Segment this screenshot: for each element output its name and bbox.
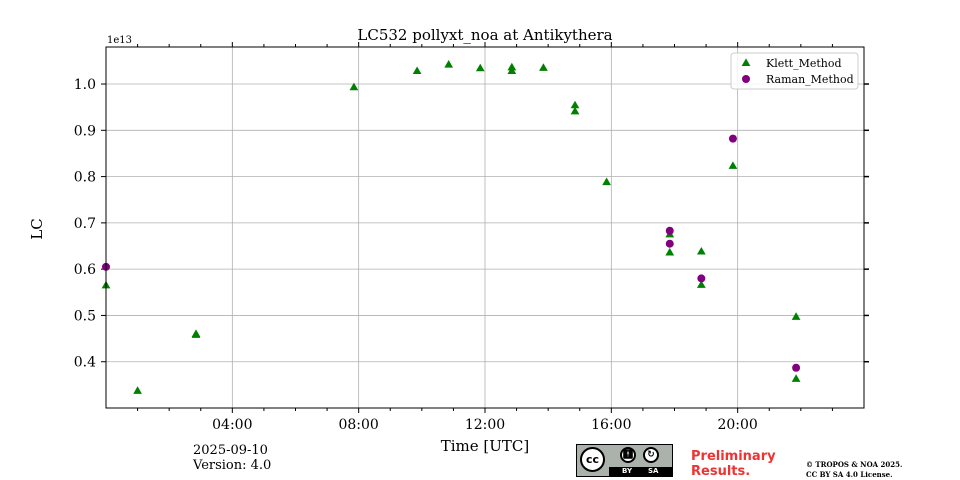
x-tick-label: 20:00 <box>717 417 757 433</box>
y-tick-label: 1.0 <box>74 77 96 93</box>
cc-strip: BY SA <box>609 467 672 476</box>
klett-point <box>191 329 201 337</box>
klett-point <box>349 82 359 91</box>
legend: Klett_Method Raman_Method <box>730 52 859 90</box>
date-version-block: 2025-09-10 Version: 4.0 <box>193 443 271 473</box>
chart-title: LC532 pollyxt_noa at Antikythera <box>357 26 613 44</box>
legend-box <box>730 52 859 90</box>
legend-label: Klett_Method <box>766 57 842 70</box>
copyright-line-1: © TROPOS & NOA 2025. <box>806 460 903 469</box>
y-tick-label: 0.7 <box>74 216 96 232</box>
klett-point <box>728 161 738 169</box>
klett-point <box>791 312 801 320</box>
y-tick-label: 0.8 <box>74 170 96 186</box>
version-text: Version: 4.0 <box>193 458 272 473</box>
by-person-icon: 🚹︎ <box>620 447 636 463</box>
cc-sa-label: SA <box>648 467 659 475</box>
y-tick-label: 0.9 <box>74 123 96 139</box>
klett-point <box>791 374 801 382</box>
klett-point <box>696 280 706 288</box>
x-tick-label: 16:00 <box>591 417 631 433</box>
klett-point <box>665 247 675 256</box>
klett-point <box>133 386 142 394</box>
data-points <box>101 59 801 394</box>
y-tick-label: 0.4 <box>74 355 96 371</box>
klett-point <box>602 177 611 186</box>
cc-by-label: BY <box>622 467 633 475</box>
legend-marker-raman <box>742 75 750 83</box>
x-tick-label: 04:00 <box>212 417 252 433</box>
raman-point <box>665 239 674 248</box>
cc-license-badge: cc 🚹︎ ↻ BY SA <box>576 444 673 477</box>
raman-point <box>697 274 706 283</box>
klett-point <box>444 59 454 68</box>
legend-marker-klett <box>741 58 751 66</box>
y-axis-label: LC <box>28 218 46 240</box>
klett-point <box>696 246 706 255</box>
klett-point <box>570 106 580 115</box>
cc-logo-icon: cc <box>580 447 605 472</box>
x-axis-label: Time [UTC] <box>440 437 530 455</box>
preliminary-results-note: Preliminary Results. <box>691 449 776 479</box>
axis-ticks <box>101 42 869 413</box>
x-tick-label: 08:00 <box>338 417 378 433</box>
klett-point <box>412 66 422 75</box>
y-tick-label: 0.6 <box>74 262 96 278</box>
raman-point <box>665 226 674 235</box>
raman-point <box>728 134 737 143</box>
klett-point <box>539 63 548 71</box>
axis-tick-labels: 04:00 08:00 12:00 16:00 20:00 0.4 0.5 0.6 0.7 0.8… <box>74 77 758 433</box>
y-tick-label: 0.5 <box>74 308 96 324</box>
raman-point <box>792 363 801 372</box>
preliminary-line-1: Preliminary <box>691 449 776 464</box>
sa-share-alike-icon: ↻ <box>643 447 659 463</box>
x-tick-label: 12:00 <box>465 417 505 433</box>
legend-label: Raman_Method <box>766 73 854 86</box>
klett-point <box>570 100 580 109</box>
klett-point <box>475 63 485 72</box>
date-text: 2025-09-10 <box>193 443 268 458</box>
y-axis-offset-label: 1e13 <box>107 35 133 46</box>
copyright-note: © TROPOS & NOA 2025. CC BY SA 4.0 Licens… <box>806 460 902 480</box>
klett-point <box>507 66 517 75</box>
copyright-line-2: CC BY SA 4.0 License. <box>806 470 893 479</box>
grid-lines <box>106 47 864 408</box>
preliminary-line-2: Results. <box>691 464 751 479</box>
plot-frame <box>105 46 865 409</box>
